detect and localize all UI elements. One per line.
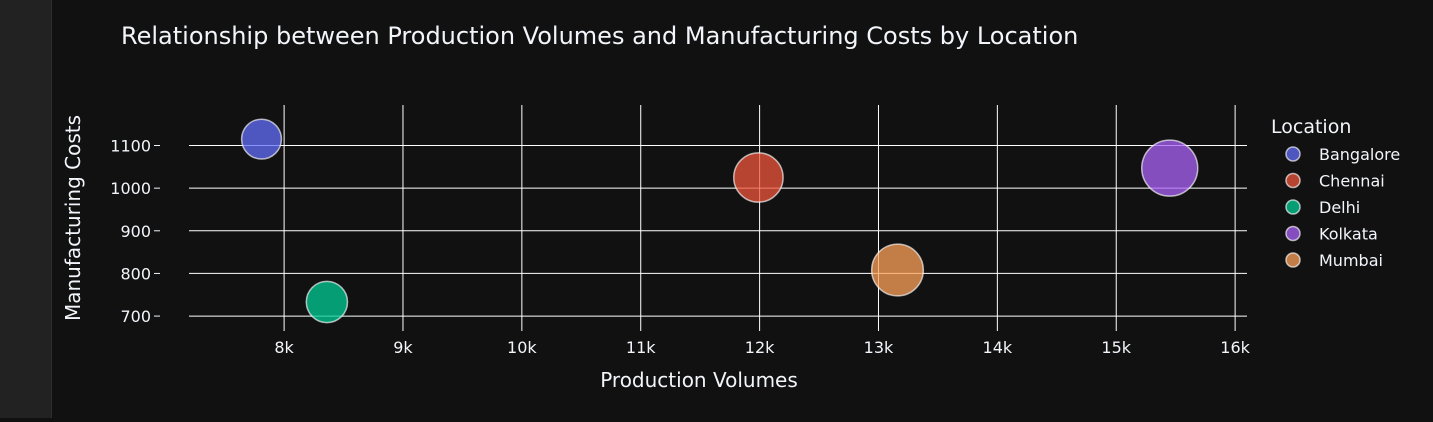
y-tick-label: 1100 — [110, 137, 151, 156]
y-tick-label: 700 — [120, 307, 151, 326]
bubble-layer — [240, 118, 1199, 324]
legend-label-delhi: Delhi — [1319, 198, 1360, 217]
legend-title: Location — [1271, 116, 1351, 138]
y-tick-label: 800 — [120, 264, 151, 283]
legend-label-chennai: Chennai — [1319, 172, 1385, 191]
x-tick-label: 15k — [1101, 338, 1131, 357]
x-tick-label: 13k — [864, 338, 894, 357]
y-tick-label: 900 — [120, 222, 151, 241]
x-tick-label: 12k — [745, 338, 775, 357]
x-tick-label: 8k — [274, 338, 294, 357]
side-panel-strip — [0, 0, 52, 418]
legend-marker-mumbai — [1285, 252, 1301, 268]
bubble-point-chennai — [733, 152, 784, 203]
legend-marker-delhi — [1285, 199, 1301, 215]
legend-label-mumbai: Mumbai — [1319, 251, 1383, 270]
x-tick-label: 9k — [393, 338, 413, 357]
chart-title: Relationship between Production Volumes … — [121, 22, 1078, 50]
bubble-point-kolkata — [1140, 139, 1199, 197]
y-tick-label: 1000 — [110, 179, 151, 198]
legend: Location Bangalore Chennai Delhi Kolkata Mum… — [1271, 116, 1400, 270]
x-tick-label: 14k — [983, 338, 1013, 357]
legend-label-bangalore: Bangalore — [1319, 145, 1400, 164]
legend-label-kolkata: Kolkata — [1319, 225, 1378, 244]
x-tick-label: 10k — [507, 338, 537, 357]
x-tick-label: 16k — [1220, 338, 1250, 357]
grid-layer — [189, 105, 1247, 331]
legend-marker-kolkata — [1285, 225, 1301, 242]
bubble-point-delhi — [305, 280, 349, 324]
y-axis-title: Manufacturing Costs — [61, 115, 85, 321]
tick-label-layer: 8k 9k 10k 11k 12k 13k 14k 15k 16k 700 800 900 1000 11… — [110, 137, 1250, 357]
legend-items: Bangalore Chennai Delhi Kolkata Mumbai — [1285, 145, 1400, 270]
bubble-point-mumbai — [870, 243, 925, 297]
x-tick-label: 11k — [626, 338, 656, 357]
legend-marker-bangalore — [1285, 146, 1301, 162]
legend-marker-chennai — [1285, 172, 1301, 189]
x-axis-title: Production Volumes — [600, 368, 798, 392]
bubble-point-bangalore — [240, 118, 283, 160]
